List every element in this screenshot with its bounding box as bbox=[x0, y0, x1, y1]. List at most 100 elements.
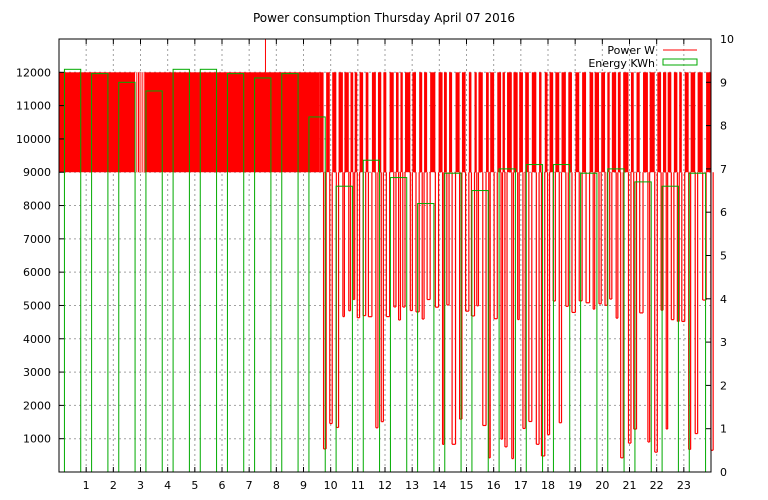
x-tick-label: 14 bbox=[432, 479, 446, 492]
power-pulse bbox=[377, 72, 382, 173]
power-pulse bbox=[430, 72, 436, 173]
power-pulse bbox=[326, 72, 330, 173]
y-tick-label: 8000 bbox=[23, 200, 51, 213]
power-pulse bbox=[438, 72, 443, 173]
x-tick-label: 12 bbox=[378, 479, 392, 492]
power-pulse bbox=[617, 72, 621, 173]
power-series bbox=[59, 39, 714, 460]
power-pulse bbox=[359, 72, 364, 173]
power-pulse bbox=[389, 72, 394, 173]
power-pulse bbox=[679, 72, 682, 173]
y2-tick-label: 4 bbox=[720, 293, 727, 306]
power-pulse bbox=[657, 72, 662, 173]
power-pulse bbox=[582, 72, 587, 173]
power-pulse bbox=[643, 72, 648, 173]
power-pulse bbox=[623, 72, 629, 173]
power-pulse bbox=[706, 72, 711, 173]
x-tick-label: 11 bbox=[351, 479, 365, 492]
power-pulse bbox=[474, 72, 477, 173]
y-tick-label: 2000 bbox=[23, 399, 51, 412]
power-pulse bbox=[673, 72, 678, 173]
power-pulse bbox=[338, 72, 343, 173]
power-pulse bbox=[354, 72, 358, 173]
x-tick-label: 22 bbox=[650, 479, 664, 492]
power-pulse bbox=[513, 72, 518, 173]
y2-tick-label: 2 bbox=[720, 379, 727, 392]
x-tick-label: 10 bbox=[324, 479, 338, 492]
power-pulse bbox=[350, 72, 354, 173]
x-tick-label: 1 bbox=[83, 479, 90, 492]
y-tick-label: 9000 bbox=[23, 166, 51, 179]
y-tick-label: 7000 bbox=[23, 233, 51, 246]
y2-tick-label: 3 bbox=[720, 336, 727, 349]
power-pulse bbox=[662, 72, 667, 173]
power-pulse bbox=[690, 72, 696, 173]
y2-tick-label: 1 bbox=[720, 423, 727, 436]
x-tick-label: 9 bbox=[300, 479, 307, 492]
power-pulse bbox=[371, 72, 376, 173]
y-tick-label: 10000 bbox=[16, 133, 51, 146]
x-tick-label: 6 bbox=[219, 479, 226, 492]
power-pulse bbox=[478, 72, 483, 173]
x-tick-label: 8 bbox=[273, 479, 280, 492]
x-tick-label: 15 bbox=[460, 479, 474, 492]
x-tick-label: 21 bbox=[623, 479, 637, 492]
x-tick-label: 5 bbox=[191, 479, 198, 492]
y2-tick-label: 10 bbox=[720, 33, 734, 46]
x-tick-label: 23 bbox=[677, 479, 691, 492]
power-pulse bbox=[601, 72, 606, 173]
power-pulse bbox=[575, 72, 580, 173]
y2-tick-label: 7 bbox=[720, 163, 727, 176]
power-pulse bbox=[395, 72, 399, 173]
power-pulse bbox=[519, 72, 523, 173]
x-tick-label: 19 bbox=[568, 479, 582, 492]
power-pulse bbox=[449, 72, 453, 173]
power-pulse bbox=[486, 72, 489, 173]
power-pulse bbox=[589, 72, 594, 173]
x-tick-label: 17 bbox=[514, 479, 528, 492]
y-tick-label: 1000 bbox=[23, 433, 51, 446]
legend-label-energy: Energy KWh bbox=[588, 57, 655, 70]
y2-tick-label: 5 bbox=[720, 250, 727, 263]
power-pulse bbox=[461, 72, 466, 173]
power-pulse bbox=[611, 72, 617, 173]
power-pulse bbox=[544, 72, 548, 173]
x-tick-label: 20 bbox=[595, 479, 609, 492]
y2-tick-label: 6 bbox=[720, 206, 727, 219]
legend-label-power: Power W bbox=[607, 44, 655, 57]
x-tick-label: 18 bbox=[541, 479, 555, 492]
y-tick-label: 3000 bbox=[23, 366, 51, 379]
x-tick-label: 13 bbox=[405, 479, 419, 492]
power-pulse bbox=[424, 72, 428, 173]
y-tick-label: 6000 bbox=[23, 266, 51, 279]
x-tick-label: 16 bbox=[487, 479, 501, 492]
power-pulse bbox=[594, 72, 599, 173]
power-pulse bbox=[332, 72, 337, 173]
power-pulse bbox=[549, 72, 554, 173]
power-pulse bbox=[405, 72, 411, 173]
power-pulse bbox=[400, 72, 403, 173]
y2-tick-label: 0 bbox=[720, 466, 727, 479]
x-tick-label: 2 bbox=[110, 479, 117, 492]
chart-title: Power consumption Thursday April 07 2016 bbox=[253, 11, 515, 25]
power-pulse bbox=[555, 72, 560, 173]
power-pulse bbox=[697, 72, 703, 173]
y2-tick-label: 9 bbox=[720, 76, 727, 89]
power-pulse bbox=[365, 72, 369, 173]
power-pulse bbox=[497, 72, 502, 173]
y-tick-label: 5000 bbox=[23, 299, 51, 312]
y2-tick-label: 8 bbox=[720, 120, 727, 133]
power-pulse bbox=[443, 72, 447, 173]
power-pulse bbox=[630, 72, 634, 173]
power-pulse bbox=[539, 72, 542, 173]
power-pulse bbox=[412, 72, 416, 173]
power-pulse bbox=[684, 72, 689, 173]
power-pulse bbox=[636, 72, 640, 173]
power-pulse bbox=[507, 72, 512, 173]
x-tick-label: 7 bbox=[246, 479, 253, 492]
power-pulse bbox=[344, 72, 349, 173]
y-tick-label: 4000 bbox=[23, 333, 51, 346]
y-tick-label: 12000 bbox=[16, 66, 51, 79]
power-pulse bbox=[502, 72, 505, 173]
